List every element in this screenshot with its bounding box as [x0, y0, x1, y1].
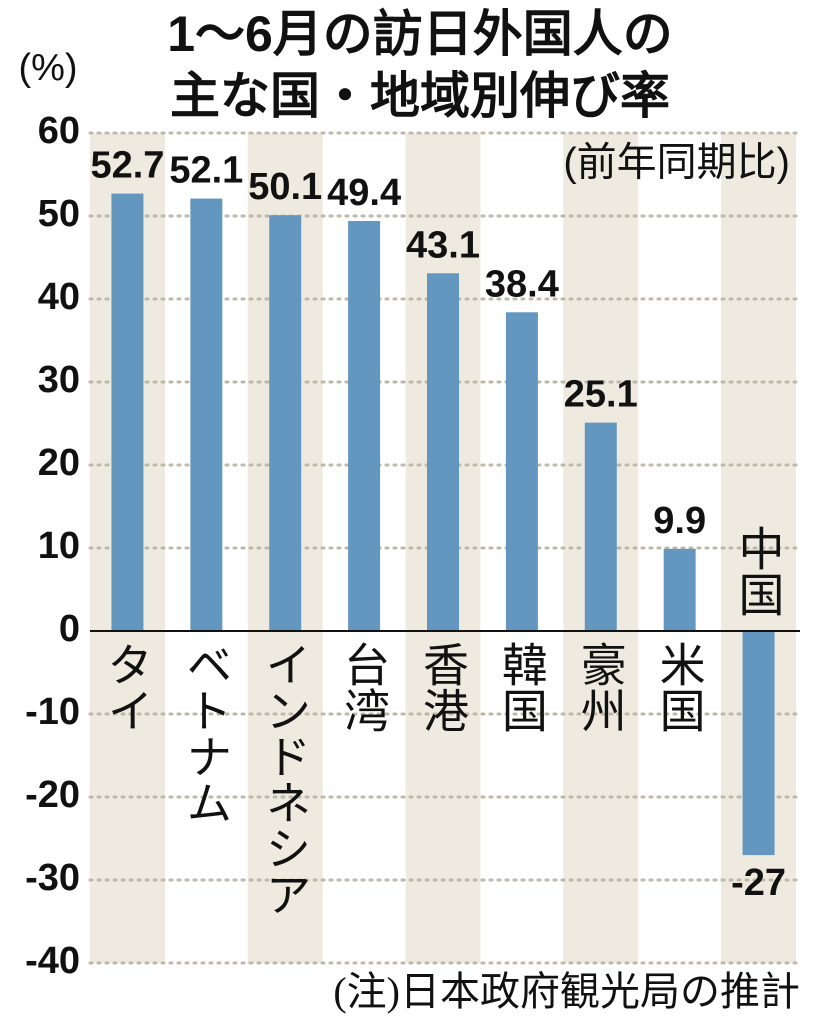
data-label: 52.7	[90, 145, 164, 187]
data-label: 38.4	[485, 263, 559, 305]
x-tick-label: 香港	[417, 641, 469, 733]
chart-title: 主な国・地域別伸び率	[170, 68, 670, 124]
note: (注)日本政府観光局の推計	[333, 969, 800, 1014]
bar	[111, 193, 144, 631]
y-tick-label: 40	[38, 276, 80, 318]
data-label: 49.4	[327, 172, 401, 214]
y-tick-label: 10	[38, 525, 80, 567]
y-tick-label: -40	[25, 940, 80, 982]
y-tick-label: -10	[25, 691, 80, 733]
subtitle: (前年同期比)	[563, 141, 790, 185]
data-label: 43.1	[406, 224, 480, 266]
bar	[269, 215, 302, 632]
y-tick-label: 60	[38, 110, 80, 152]
x-tick-label: ベトナム	[180, 641, 232, 825]
bar	[190, 198, 223, 631]
bar	[427, 273, 459, 631]
y-tick-label: 0	[59, 608, 80, 650]
data-label: 52.1	[169, 150, 243, 192]
x-tick-label: 台湾	[338, 641, 390, 733]
x-tick-label: 米国	[654, 641, 706, 733]
y-tick-label: 50	[38, 193, 80, 235]
bar	[584, 422, 617, 631]
bar	[663, 548, 696, 631]
x-tick-label: 中国	[733, 525, 785, 617]
y-tick-label: -20	[25, 774, 80, 816]
bar	[505, 312, 538, 631]
y-axis-label: (%)	[18, 47, 77, 89]
x-tick-label: 韓国	[496, 641, 548, 733]
x-tick-label: インドネシア	[259, 641, 311, 917]
bar	[348, 220, 381, 632]
chart-title: 1〜6月の訪日外国人の	[167, 6, 673, 62]
data-label: 9.9	[653, 500, 706, 542]
y-tick-label: 20	[38, 442, 80, 484]
y-tick-label: 30	[38, 359, 80, 401]
data-label: -27	[731, 862, 786, 904]
data-label: 50.1	[248, 166, 322, 208]
bar	[742, 631, 775, 856]
y-tick-label: -30	[25, 857, 80, 899]
x-tick-label: タイ	[101, 641, 153, 733]
data-label: 25.1	[564, 374, 638, 416]
x-tick-label: 豪州	[575, 641, 627, 733]
